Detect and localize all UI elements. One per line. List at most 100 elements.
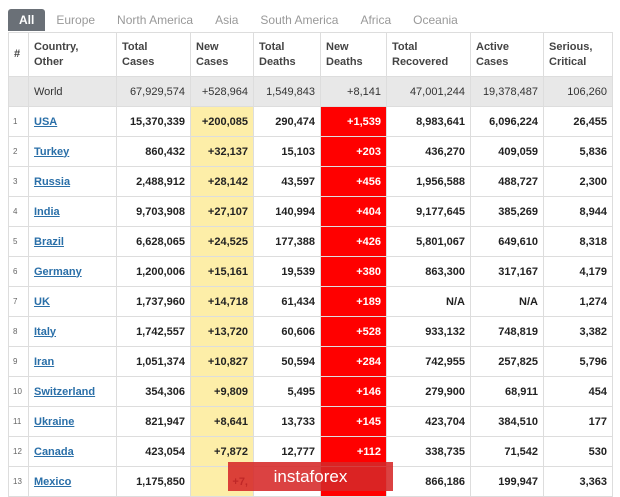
- table-cell: +112: [320, 436, 387, 467]
- table-cell: 6,096,224: [470, 106, 544, 137]
- table-cell: 13,733: [253, 406, 321, 437]
- table-cell: 5,801,067: [386, 226, 471, 257]
- country-link[interactable]: UK: [34, 295, 50, 308]
- table-cell: Switzerland: [28, 376, 117, 407]
- table-cell: 15,103: [253, 136, 321, 167]
- column-header[interactable]: Serious, Critical: [543, 32, 613, 77]
- region-tab[interactable]: North America: [117, 13, 194, 27]
- column-header[interactable]: Total Deaths: [253, 32, 321, 77]
- table-cell: Russia: [28, 166, 117, 197]
- table-cell: +28,142: [190, 166, 254, 197]
- country-link[interactable]: Brazil: [34, 235, 64, 248]
- watermark: instaforex: [228, 462, 393, 491]
- table-cell: 454: [543, 376, 613, 407]
- column-header[interactable]: #: [8, 32, 29, 77]
- row-number: 12: [8, 436, 29, 467]
- table-cell: +24,525: [190, 226, 254, 257]
- country-row: 11 Ukraine 821,947 +8,641 13,733 +145 423,704 3…: [8, 406, 613, 437]
- column-header[interactable]: Total Cases: [116, 32, 191, 77]
- table-cell: +15,161: [190, 256, 254, 287]
- country-link[interactable]: Iran: [34, 355, 55, 368]
- table-cell: 5,796: [543, 346, 613, 377]
- header-line: Serious,: [549, 40, 593, 53]
- region-tab[interactable]: South America: [260, 13, 339, 27]
- column-header[interactable]: Active Cases: [470, 32, 544, 77]
- country-link[interactable]: India: [34, 205, 60, 218]
- world-row: World 67,929,574 +528,964 1,549,843 +8,141 47…: [8, 76, 613, 107]
- row-number: 5: [8, 226, 29, 257]
- table-cell: 863,300: [386, 256, 471, 287]
- table-cell: 3,382: [543, 316, 613, 347]
- table-cell: 742,955: [386, 346, 471, 377]
- table-cell: 140,994: [253, 196, 321, 227]
- world-cell: +8,141: [320, 76, 387, 107]
- country-link[interactable]: Mexico: [34, 475, 72, 488]
- covid-table: # Country, Other Total Cases New Cases Total Dea…: [8, 32, 613, 497]
- region-tabs: All Europe North America Asia South America A…: [8, 9, 469, 31]
- table-cell: 385,269: [470, 196, 544, 227]
- table-cell: +456: [320, 166, 387, 197]
- table-cell: +10,827: [190, 346, 254, 377]
- row-number: 7: [8, 286, 29, 317]
- table-cell: 43,597: [253, 166, 321, 197]
- table-cell: 5,495: [253, 376, 321, 407]
- table-cell: +9,809: [190, 376, 254, 407]
- row-number: [8, 76, 29, 107]
- country-link[interactable]: USA: [34, 115, 58, 128]
- country-link[interactable]: Russia: [34, 175, 71, 188]
- world-cell: World: [28, 76, 117, 107]
- country-link[interactable]: Ukraine: [34, 415, 75, 428]
- row-number: 4: [8, 196, 29, 227]
- country-link[interactable]: Switzerland: [34, 385, 96, 398]
- header-line: New: [196, 40, 219, 53]
- country-row: 6 Germany 1,200,006 +15,161 19,539 +380 863,30…: [8, 256, 613, 287]
- header-line: Total: [392, 40, 418, 53]
- row-number: 8: [8, 316, 29, 347]
- region-tab[interactable]: Oceania: [413, 13, 458, 27]
- region-tab[interactable]: Europe: [56, 13, 96, 27]
- column-header[interactable]: Total Recovered: [386, 32, 471, 77]
- region-tab[interactable]: Asia: [215, 13, 239, 27]
- row-number: 6: [8, 256, 29, 287]
- country-row: 10 Switzerland 354,306 +9,809 5,495 +146 279,9…: [8, 376, 613, 407]
- table-cell: 317,167: [470, 256, 544, 287]
- row-number: 11: [8, 406, 29, 437]
- header-line: Cases: [196, 55, 229, 68]
- row-number: 13: [8, 466, 29, 497]
- table-cell: Canada: [28, 436, 117, 467]
- table-cell: 8,318: [543, 226, 613, 257]
- table-cell: 5,836: [543, 136, 613, 167]
- header-line: Active: [476, 40, 510, 53]
- table-cell: +146: [320, 376, 387, 407]
- table-cell: +189: [320, 286, 387, 317]
- country-link[interactable]: Turkey: [34, 145, 70, 158]
- table-cell: N/A: [470, 286, 544, 317]
- table-cell: 9,177,645: [386, 196, 471, 227]
- country-link[interactable]: Canada: [34, 445, 74, 458]
- header-line: Recovered: [392, 55, 449, 68]
- table-cell: 860,432: [116, 136, 191, 167]
- table-cell: Mexico: [28, 466, 117, 497]
- table-cell: 177,388: [253, 226, 321, 257]
- table-cell: 354,306: [116, 376, 191, 407]
- table-cell: 257,825: [470, 346, 544, 377]
- country-link[interactable]: Italy: [34, 325, 57, 338]
- column-header[interactable]: Country, Other: [28, 32, 117, 77]
- region-tab[interactable]: Africa: [360, 13, 392, 27]
- country-link[interactable]: Germany: [34, 265, 82, 278]
- table-cell: 60,606: [253, 316, 321, 347]
- column-header[interactable]: New Deaths: [320, 32, 387, 77]
- country-row: 7 UK 1,737,960 +14,718 61,434 +189 N/A N/A 1,274: [8, 286, 613, 317]
- table-cell: 488,727: [470, 166, 544, 197]
- column-header[interactable]: New Cases: [190, 32, 254, 77]
- table-cell: 530: [543, 436, 613, 467]
- row-number: 3: [8, 166, 29, 197]
- table-cell: 423,704: [386, 406, 471, 437]
- table-cell: 1,737,960: [116, 286, 191, 317]
- country-row: 1 USA 15,370,339 +200,085 290,474 +1,539 8,983…: [8, 106, 613, 137]
- country-row: 12 Canada 423,054 +7,872 12,777 +112 338,735 71…: [8, 436, 613, 467]
- region-tab[interactable]: All: [8, 9, 46, 31]
- table-cell: N/A: [386, 286, 471, 317]
- world-cell: +528,964: [190, 76, 254, 107]
- table-cell: 1,200,006: [116, 256, 191, 287]
